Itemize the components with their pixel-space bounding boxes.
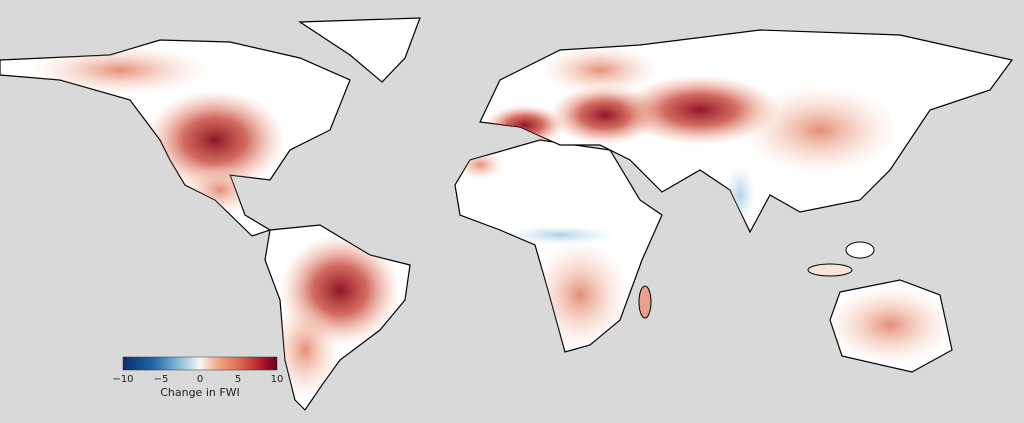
madagascar xyxy=(638,285,652,319)
borneo xyxy=(845,241,875,259)
indonesia xyxy=(807,263,853,277)
colorbar-tick: 5 xyxy=(234,374,242,385)
colorbar-tick: −5 xyxy=(153,374,169,385)
colorbar-label: Change in FWI xyxy=(160,386,240,399)
colorbar-tick: −10 xyxy=(112,374,134,385)
colorbar-tick: 10 xyxy=(270,374,284,385)
colorbar-tick: 0 xyxy=(196,374,204,385)
colorbar xyxy=(122,356,278,371)
land-masses xyxy=(0,17,1013,411)
